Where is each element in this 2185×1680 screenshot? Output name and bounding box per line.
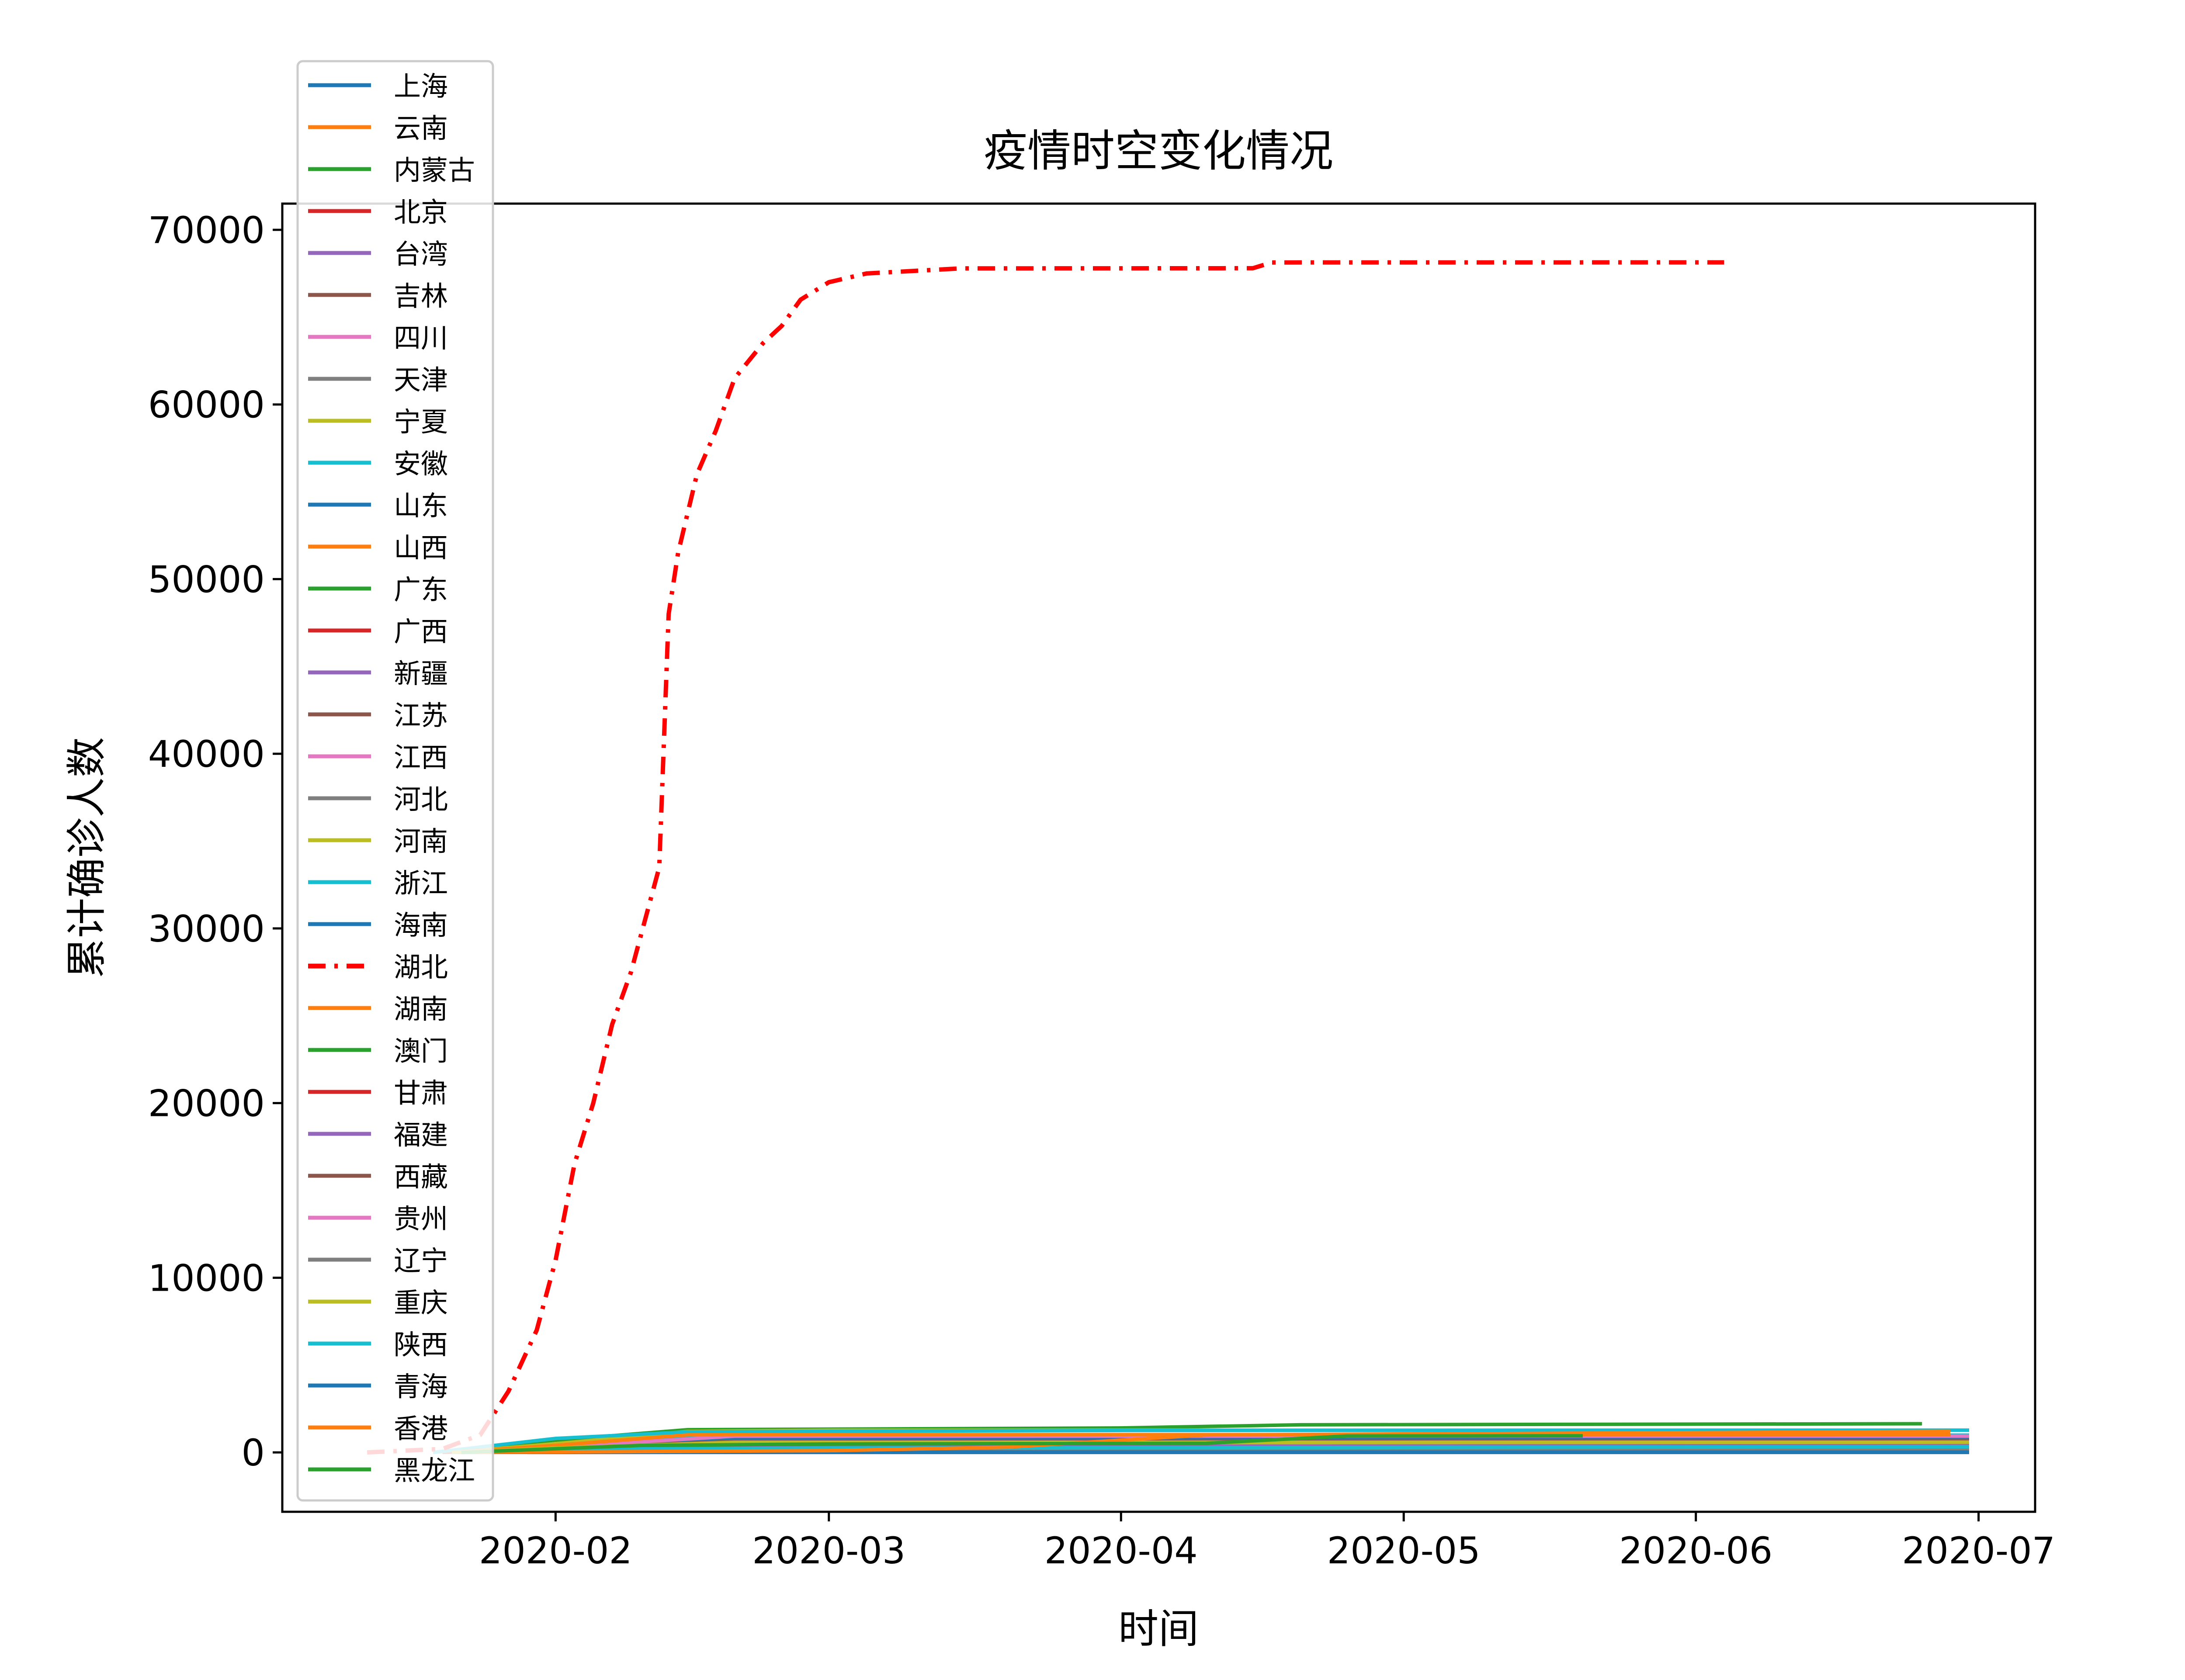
legend-label: 香港	[394, 1413, 448, 1444]
y-tick-label: 10000	[148, 1257, 265, 1299]
y-tick-label: 20000	[148, 1082, 265, 1125]
legend-label: 新疆	[394, 658, 448, 689]
legend: 上海云南内蒙古北京台湾吉林四川天津宁夏安徽山东山西广东广西新疆江苏江西河北河南浙…	[296, 60, 494, 1502]
x-axis: 2020-02 2020-03 2020-04 2020-05 2020-06 2020-…	[479, 1512, 2055, 1572]
y-axis-label: 累计确诊人数	[63, 737, 110, 978]
legend-entry: 江西	[308, 741, 448, 773]
legend-label: 河南	[394, 825, 448, 857]
legend-label: 云南	[394, 112, 448, 144]
legend-entry: 内蒙古	[308, 154, 475, 186]
legend-entry: 陕西	[308, 1329, 448, 1361]
legend-label: 湖南	[394, 993, 448, 1025]
x-tick-label: 2020-04	[1044, 1529, 1198, 1572]
legend-label: 北京	[394, 196, 448, 228]
legend-label: 福建	[394, 1119, 448, 1151]
legend-entry: 澳门	[308, 1035, 448, 1067]
legend-entry: 江苏	[308, 700, 448, 731]
legend-label: 重庆	[394, 1287, 448, 1319]
legend-entry: 天津	[308, 364, 448, 396]
legend-entry: 云南	[308, 112, 448, 144]
legend-entry: 宁夏	[308, 406, 448, 438]
legend-label: 广东	[394, 574, 448, 606]
legend-entry: 浙江	[308, 867, 448, 899]
legend-entry: 河南	[308, 825, 448, 857]
legend-label: 上海	[394, 70, 448, 102]
legend-entry: 湖北	[308, 951, 448, 983]
x-tick-label: 2020-03	[752, 1529, 905, 1572]
legend-label: 浙江	[394, 867, 448, 899]
x-tick-label: 2020-07	[1902, 1529, 2055, 1572]
y-tick-label: 70000	[148, 209, 265, 252]
legend-label: 江西	[394, 741, 448, 773]
series-line-浙江	[433, 1428, 1970, 1455]
legend-label: 辽宁	[394, 1245, 448, 1277]
legend-entry: 四川	[308, 322, 448, 354]
legend-entry: 河北	[308, 783, 448, 815]
legend-entry: 青海	[308, 1371, 448, 1403]
legend-label: 吉林	[394, 280, 448, 312]
y-tick-label: 50000	[148, 558, 265, 601]
legend-entry: 北京	[308, 196, 448, 228]
legend-entry: 广西	[308, 616, 448, 648]
legend-entry: 重庆	[308, 1287, 448, 1319]
series-line-黑龙江	[461, 1434, 1583, 1455]
legend-entry: 安徽	[308, 448, 448, 480]
y-tick-label: 30000	[148, 908, 265, 950]
legend-entry: 吉林	[308, 280, 448, 312]
legend-label: 天津	[394, 364, 448, 396]
legend-label: 山西	[394, 532, 448, 564]
legend-entry: 台湾	[308, 238, 448, 270]
series-layer	[367, 260, 1970, 1455]
legend-entry: 辽宁	[308, 1245, 448, 1277]
legend-label: 安徽	[394, 448, 448, 480]
x-axis-label: 时间	[1118, 1606, 1199, 1652]
legend-label: 河北	[394, 783, 448, 815]
x-tick-label: 2020-05	[1327, 1529, 1481, 1572]
legend-label: 贵州	[394, 1203, 448, 1235]
series-line-香港	[461, 1430, 1950, 1455]
legend-entry: 福建	[308, 1119, 448, 1151]
legend-entry: 湖南	[308, 993, 448, 1025]
legend-label: 台湾	[394, 238, 448, 270]
legend-label: 陕西	[394, 1329, 448, 1361]
legend-entry: 贵州	[308, 1203, 448, 1235]
legend-label: 青海	[394, 1371, 448, 1403]
legend-label: 江苏	[394, 700, 448, 731]
plot-frame	[281, 202, 2036, 1513]
series-line-湖北	[367, 260, 1724, 1455]
legend-label: 湖北	[394, 951, 448, 983]
legend-box	[296, 60, 494, 1502]
legend-entry: 山东	[308, 490, 448, 522]
legend-entry: 黑龙江	[308, 1455, 475, 1486]
x-tick-label: 2020-06	[1619, 1529, 1772, 1572]
legend-label: 海南	[394, 909, 448, 941]
legend-entry: 广东	[308, 574, 448, 606]
legend-label: 山东	[394, 490, 448, 522]
legend-entry: 上海	[308, 70, 448, 102]
legend-label: 黑龙江	[394, 1455, 475, 1486]
chart-title: 疫情时空变化情况	[984, 125, 1333, 177]
legend-entry: 甘肃	[308, 1077, 448, 1109]
legend-label: 宁夏	[394, 406, 448, 438]
legend-label: 内蒙古	[394, 154, 475, 186]
legend-entry: 海南	[308, 909, 448, 941]
legend-label: 西藏	[394, 1161, 448, 1193]
y-axis: 0 10000 20000 30000 40000 50000 60000 70000	[148, 209, 282, 1474]
legend-entry: 香港	[308, 1413, 448, 1444]
legend-label: 甘肃	[394, 1077, 448, 1109]
legend-label: 澳门	[394, 1035, 448, 1067]
legend-entry: 新疆	[308, 658, 448, 689]
y-tick-label: 60000	[148, 384, 265, 426]
legend-entry: 西藏	[308, 1161, 448, 1193]
legend-label: 广西	[394, 616, 448, 648]
y-tick-label: 0	[242, 1431, 265, 1474]
legend-label: 四川	[394, 322, 448, 354]
legend-entry: 山西	[308, 532, 448, 564]
x-tick-label: 2020-02	[479, 1529, 632, 1572]
y-tick-label: 40000	[148, 733, 265, 776]
